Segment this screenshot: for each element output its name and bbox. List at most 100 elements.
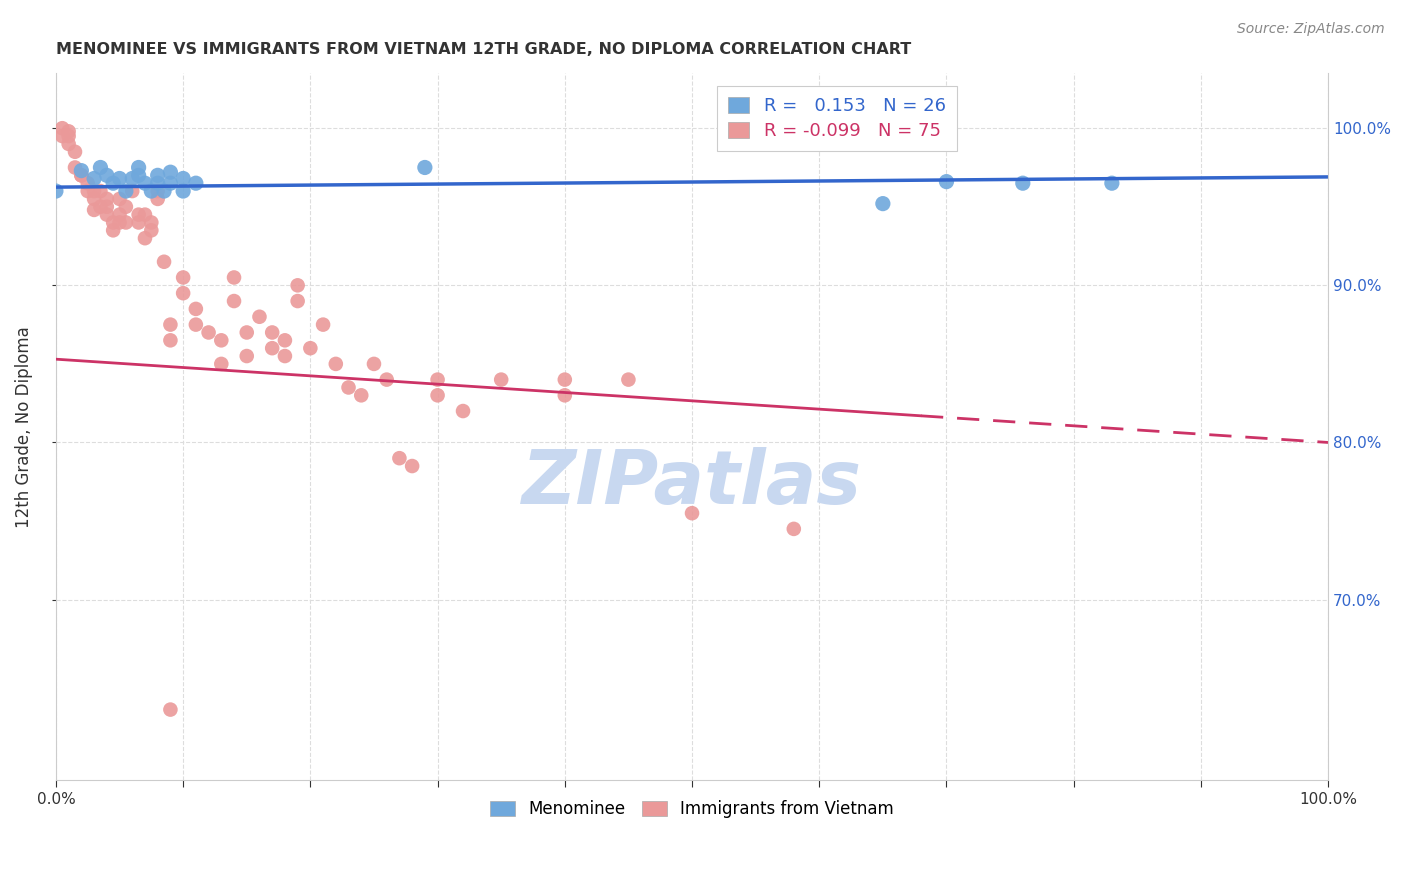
Point xyxy=(554,388,576,402)
Point xyxy=(101,176,124,190)
Point xyxy=(58,136,80,151)
Legend: Menominee, Immigrants from Vietnam: Menominee, Immigrants from Vietnam xyxy=(484,794,901,825)
Point xyxy=(108,171,131,186)
Point xyxy=(617,373,640,387)
Point xyxy=(58,124,80,138)
Text: ZIPatlas: ZIPatlas xyxy=(522,447,862,520)
Point xyxy=(141,215,163,229)
Point xyxy=(172,270,194,285)
Point xyxy=(96,192,118,206)
Point xyxy=(115,215,138,229)
Point xyxy=(146,184,169,198)
Point xyxy=(70,169,93,183)
Point xyxy=(681,506,703,520)
Point xyxy=(89,200,111,214)
Point xyxy=(235,326,257,340)
Point xyxy=(134,176,156,190)
Point xyxy=(121,171,143,186)
Point xyxy=(222,293,245,308)
Point xyxy=(363,357,385,371)
Point xyxy=(1101,176,1123,190)
Text: Source: ZipAtlas.com: Source: ZipAtlas.com xyxy=(1237,22,1385,37)
Point xyxy=(141,184,163,198)
Point xyxy=(128,208,150,222)
Point xyxy=(83,184,105,198)
Point xyxy=(184,318,207,332)
Point xyxy=(63,145,86,159)
Point xyxy=(489,373,512,387)
Point xyxy=(134,231,156,245)
Point xyxy=(209,334,232,348)
Point xyxy=(51,121,73,136)
Point xyxy=(146,192,169,206)
Point xyxy=(159,165,181,179)
Y-axis label: 12th Grade, No Diploma: 12th Grade, No Diploma xyxy=(15,326,32,528)
Point xyxy=(63,161,86,175)
Point xyxy=(70,169,93,183)
Point xyxy=(108,215,131,229)
Point xyxy=(115,200,138,214)
Point xyxy=(337,380,360,394)
Point xyxy=(222,270,245,285)
Point xyxy=(45,184,67,198)
Point xyxy=(172,171,194,186)
Point xyxy=(159,703,181,717)
Point xyxy=(159,176,181,190)
Point xyxy=(153,254,176,268)
Point xyxy=(128,169,150,183)
Point xyxy=(872,196,894,211)
Point xyxy=(146,169,169,183)
Point xyxy=(128,215,150,229)
Point xyxy=(451,404,474,418)
Point xyxy=(134,208,156,222)
Point xyxy=(70,163,93,178)
Point xyxy=(235,349,257,363)
Point xyxy=(426,388,449,402)
Point xyxy=(96,169,118,183)
Point xyxy=(96,200,118,214)
Point xyxy=(76,184,98,198)
Point xyxy=(375,373,398,387)
Point xyxy=(274,334,297,348)
Point xyxy=(197,326,219,340)
Point xyxy=(274,349,297,363)
Point xyxy=(935,175,957,189)
Point xyxy=(146,176,169,190)
Point xyxy=(121,184,143,198)
Point xyxy=(153,184,176,198)
Point xyxy=(388,451,411,466)
Point xyxy=(350,388,373,402)
Point xyxy=(172,286,194,301)
Point xyxy=(172,184,194,198)
Point xyxy=(299,341,322,355)
Point xyxy=(83,192,105,206)
Point xyxy=(141,223,163,237)
Text: MENOMINEE VS IMMIGRANTS FROM VIETNAM 12TH GRADE, NO DIPLOMA CORRELATION CHART: MENOMINEE VS IMMIGRANTS FROM VIETNAM 12T… xyxy=(56,42,911,57)
Point xyxy=(89,184,111,198)
Point xyxy=(83,202,105,217)
Point xyxy=(554,373,576,387)
Point xyxy=(115,184,138,198)
Point xyxy=(209,357,232,371)
Point xyxy=(51,129,73,144)
Point xyxy=(287,278,309,293)
Point xyxy=(262,341,284,355)
Point xyxy=(184,301,207,316)
Point xyxy=(108,208,131,222)
Point xyxy=(287,293,309,308)
Point xyxy=(783,522,806,536)
Point xyxy=(1011,176,1033,190)
Point xyxy=(325,357,347,371)
Point xyxy=(101,223,124,237)
Point xyxy=(312,318,335,332)
Point xyxy=(184,176,207,190)
Point xyxy=(413,161,436,175)
Point xyxy=(426,373,449,387)
Point xyxy=(101,215,124,229)
Point xyxy=(89,161,111,175)
Point xyxy=(76,176,98,190)
Point xyxy=(159,318,181,332)
Point xyxy=(83,171,105,186)
Point xyxy=(262,326,284,340)
Point xyxy=(108,192,131,206)
